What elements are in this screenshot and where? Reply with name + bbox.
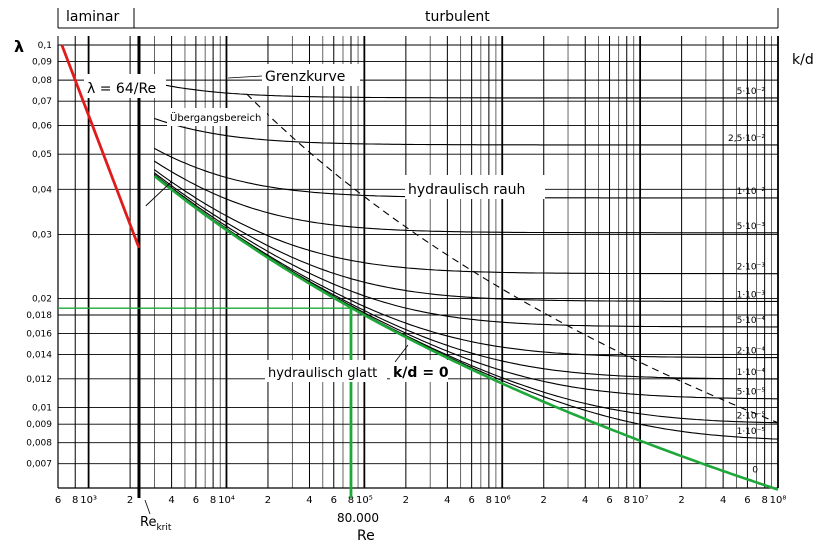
y-tick-label: 0,1 — [38, 41, 52, 51]
y-tick-label: 0,02 — [32, 294, 52, 304]
y-tick-label: 0,014 — [26, 351, 52, 361]
x-tick-label: 6 — [331, 495, 337, 506]
x-tick-label: 6 — [468, 495, 474, 506]
y-tick-label: 0,05 — [32, 150, 52, 160]
y-tick-label: 0,01 — [32, 404, 52, 414]
marker-80000-label: 80.000 — [337, 511, 379, 525]
kd-curve-label: 2,5·10⁻² — [728, 134, 765, 144]
laminar-region-label: laminar — [66, 9, 119, 25]
x-tick-label: 2 — [265, 495, 271, 506]
re-krit-subscript: krit — [156, 523, 171, 533]
x-tick-label: 6 — [193, 495, 199, 506]
x-tick-label: 4 — [582, 495, 588, 506]
kd-curve-label: 5·10⁻² — [737, 87, 766, 97]
x-axis-label: Re — [357, 528, 375, 544]
kd-curve — [154, 175, 779, 424]
x-tick-label: 4 — [444, 495, 450, 506]
x-tick-label: 8 — [761, 495, 767, 506]
kd-curve — [154, 117, 778, 146]
x-tick-label: 4 — [306, 495, 312, 506]
grenzkurve-pointer — [227, 75, 263, 79]
kd-curve — [154, 160, 778, 234]
x-tick-label: 2 — [403, 495, 409, 506]
kd-curve — [154, 169, 778, 275]
y-tick-label: 0,018 — [26, 311, 52, 321]
grenzkurve-line — [246, 93, 779, 424]
x-tick-label: 2 — [127, 495, 133, 506]
smooth-pipe-curve — [153, 174, 779, 491]
y-tick-label: 0,03 — [32, 231, 52, 241]
laminar-formula-label-bg — [84, 74, 166, 98]
hydraulisch-rauh-label: hydraulisch rauh — [408, 182, 525, 198]
turbulent-region-label: turbulent — [425, 9, 490, 25]
kd-curve-label: 1·10⁻² — [737, 187, 766, 197]
kd-zero-pointer — [394, 344, 409, 363]
y-tick-label: 0,07 — [32, 97, 52, 107]
kd-curve-label: 2·10⁻³ — [737, 263, 766, 273]
kd-curve-label: 1·10⁻³ — [737, 290, 766, 300]
laminar-formula-label: λ = 64/Re — [87, 81, 156, 97]
kd-curve — [154, 175, 778, 380]
kd-curve-label: 5·10⁻⁵ — [737, 388, 766, 398]
x-tick-label: 8 — [210, 495, 216, 506]
kd-zero-label-bg — [390, 360, 448, 382]
y-tick-label: 0,012 — [26, 375, 52, 385]
re-krit-label: Rekrit — [140, 515, 172, 533]
grenzkurve-label-bg — [262, 64, 360, 86]
y-tick-label: 0,08 — [32, 76, 52, 86]
x-tick-label: 10⁷ — [632, 495, 649, 506]
kd-zero-label: k/d = 0 — [393, 365, 449, 381]
x-tick-label: 6 — [606, 495, 612, 506]
overlay: λ = 64/Re Grenzkurve Übergangsbereich hydra… — [58, 64, 545, 498]
hydraulisch-glatt-label: hydraulisch glatt — [268, 366, 377, 381]
kd-curve — [154, 173, 778, 328]
x-tick-label: 10³ — [80, 495, 97, 506]
friction-curves: 5·10⁻² 2,5·10⁻² 1·10⁻² 5·10⁻³ 2·10⁻³ 1·10⁻³ 5·… — [60, 44, 779, 491]
x-tick-label: 10⁵ — [356, 495, 373, 506]
y-tick-label: 0,009 — [26, 420, 52, 430]
re-krit-main: Re — [140, 515, 156, 530]
x-tick-label: 6 — [744, 495, 750, 506]
hydraulisch-glatt-label-bg — [265, 360, 387, 382]
y-tick-label: 0,06 — [32, 121, 52, 131]
transition-link — [145, 181, 172, 207]
kd-curve — [154, 174, 778, 359]
hydraulisch-rauh-label-bg — [405, 175, 545, 199]
laminar-line — [60, 44, 141, 249]
kd-curve-label: 5·10⁻⁴ — [737, 316, 766, 326]
y-tick-label: 0,04 — [32, 185, 52, 195]
x-tick-label: 8 — [348, 495, 354, 506]
kd-curve-label: 5·10⁻³ — [737, 222, 766, 232]
x-tick-label: 6 — [55, 495, 61, 506]
y-tick-label: 0,016 — [26, 330, 52, 340]
kd-curve-label: 2·10⁻⁴ — [737, 347, 766, 357]
x-tick-label: 8 — [72, 495, 78, 506]
kd-axis-label: k/d — [792, 52, 814, 68]
x-tick-label: 2 — [678, 495, 684, 506]
re-krit-pointer — [144, 499, 151, 515]
kd-curve — [154, 82, 778, 99]
x-tick-label: 10⁴ — [218, 495, 235, 506]
y-tick-label: 0,09 — [32, 58, 52, 68]
x-tick-label: 4 — [720, 495, 726, 506]
x-tick-label: 10⁶ — [494, 495, 511, 506]
y-tick-label: 0,007 — [26, 460, 52, 470]
kd-curve — [154, 172, 778, 302]
kd-curve-label: 0 — [752, 465, 758, 475]
uebergang-label: Übergangsbereich — [170, 111, 261, 124]
y-tick-label: 0,008 — [26, 439, 52, 449]
x-tick-label: 8 — [624, 495, 630, 506]
grenzkurve-label: Grenzkurve — [265, 69, 345, 85]
x-tick-label: 8 — [486, 495, 492, 506]
x-tick-label: 2 — [541, 495, 547, 506]
y-axis-label: λ — [14, 37, 24, 56]
tick-labels: 6 8 10³ 2 4 6 8 10⁴ 2 4 6 8 10⁵ 2 4 6 8 10⁶ 2 4 6 8 10⁷ 2 4 6 8 10⁸… — [26, 41, 786, 506]
kd-curve-label: 1·10⁻⁴ — [737, 368, 766, 378]
x-tick-label: 4 — [168, 495, 174, 506]
kd-curve-label: 1·10⁻⁵ — [737, 427, 766, 437]
kd-curve-label: 2·10⁻⁵ — [737, 411, 766, 421]
uebergang-label-bg — [167, 108, 267, 126]
x-tick-label: 10⁸ — [770, 495, 787, 506]
